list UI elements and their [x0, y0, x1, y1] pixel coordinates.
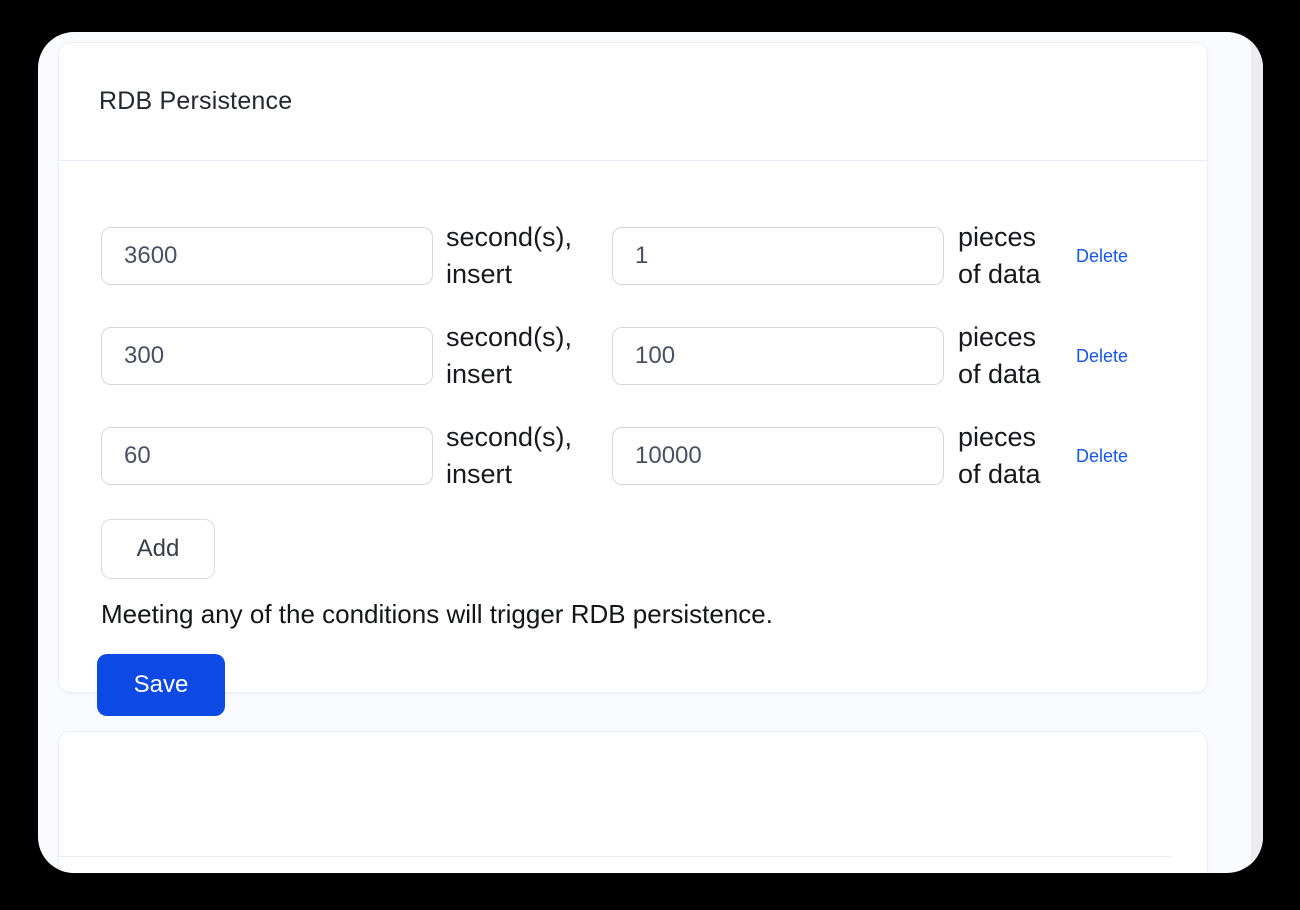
pieces-input-1[interactable] [612, 227, 944, 285]
seconds-unit-label: second(s), insert [446, 222, 573, 289]
seconds-input-1[interactable] [101, 227, 433, 285]
rdb-trigger-note: Meeting any of the conditions will trigg… [101, 599, 773, 629]
rdb-persistence-card: RDB Persistence second(s), insert pieces… [58, 42, 1208, 716]
delete-row-link-3[interactable]: Delete [1076, 445, 1129, 466]
save-button[interactable]: Save [97, 654, 225, 716]
condition-row: second(s), insert pieces of data Delete [101, 419, 1171, 493]
rdb-card-body: second(s), insert pieces of data Delete … [59, 161, 1207, 716]
seconds-unit-label: second(s), insert [446, 322, 573, 389]
rdb-card-title: RDB Persistence [99, 87, 293, 115]
next-card-divider [59, 856, 1171, 857]
pieces-unit-label: pieces of data [958, 322, 1041, 389]
pieces-input-2[interactable] [612, 327, 944, 385]
app-window: RDB Persistence second(s), insert pieces… [38, 32, 1263, 873]
delete-row-link-1[interactable]: Delete [1076, 245, 1129, 266]
scrollbar-track[interactable] [1251, 32, 1263, 873]
next-settings-card [58, 731, 1208, 873]
delete-row-link-2[interactable]: Delete [1076, 345, 1129, 366]
rdb-card-header: RDB Persistence [59, 43, 1207, 161]
condition-row: second(s), insert pieces of data Delete [101, 219, 1171, 293]
pieces-unit-label: pieces of data [958, 422, 1041, 489]
seconds-input-3[interactable] [101, 427, 433, 485]
add-condition-button[interactable]: Add [101, 519, 215, 579]
seconds-unit-label: second(s), insert [446, 422, 573, 489]
pieces-unit-label: pieces of data [958, 222, 1041, 289]
seconds-input-2[interactable] [101, 327, 433, 385]
pieces-input-3[interactable] [612, 427, 944, 485]
condition-row: second(s), insert pieces of data Delete [101, 319, 1171, 393]
